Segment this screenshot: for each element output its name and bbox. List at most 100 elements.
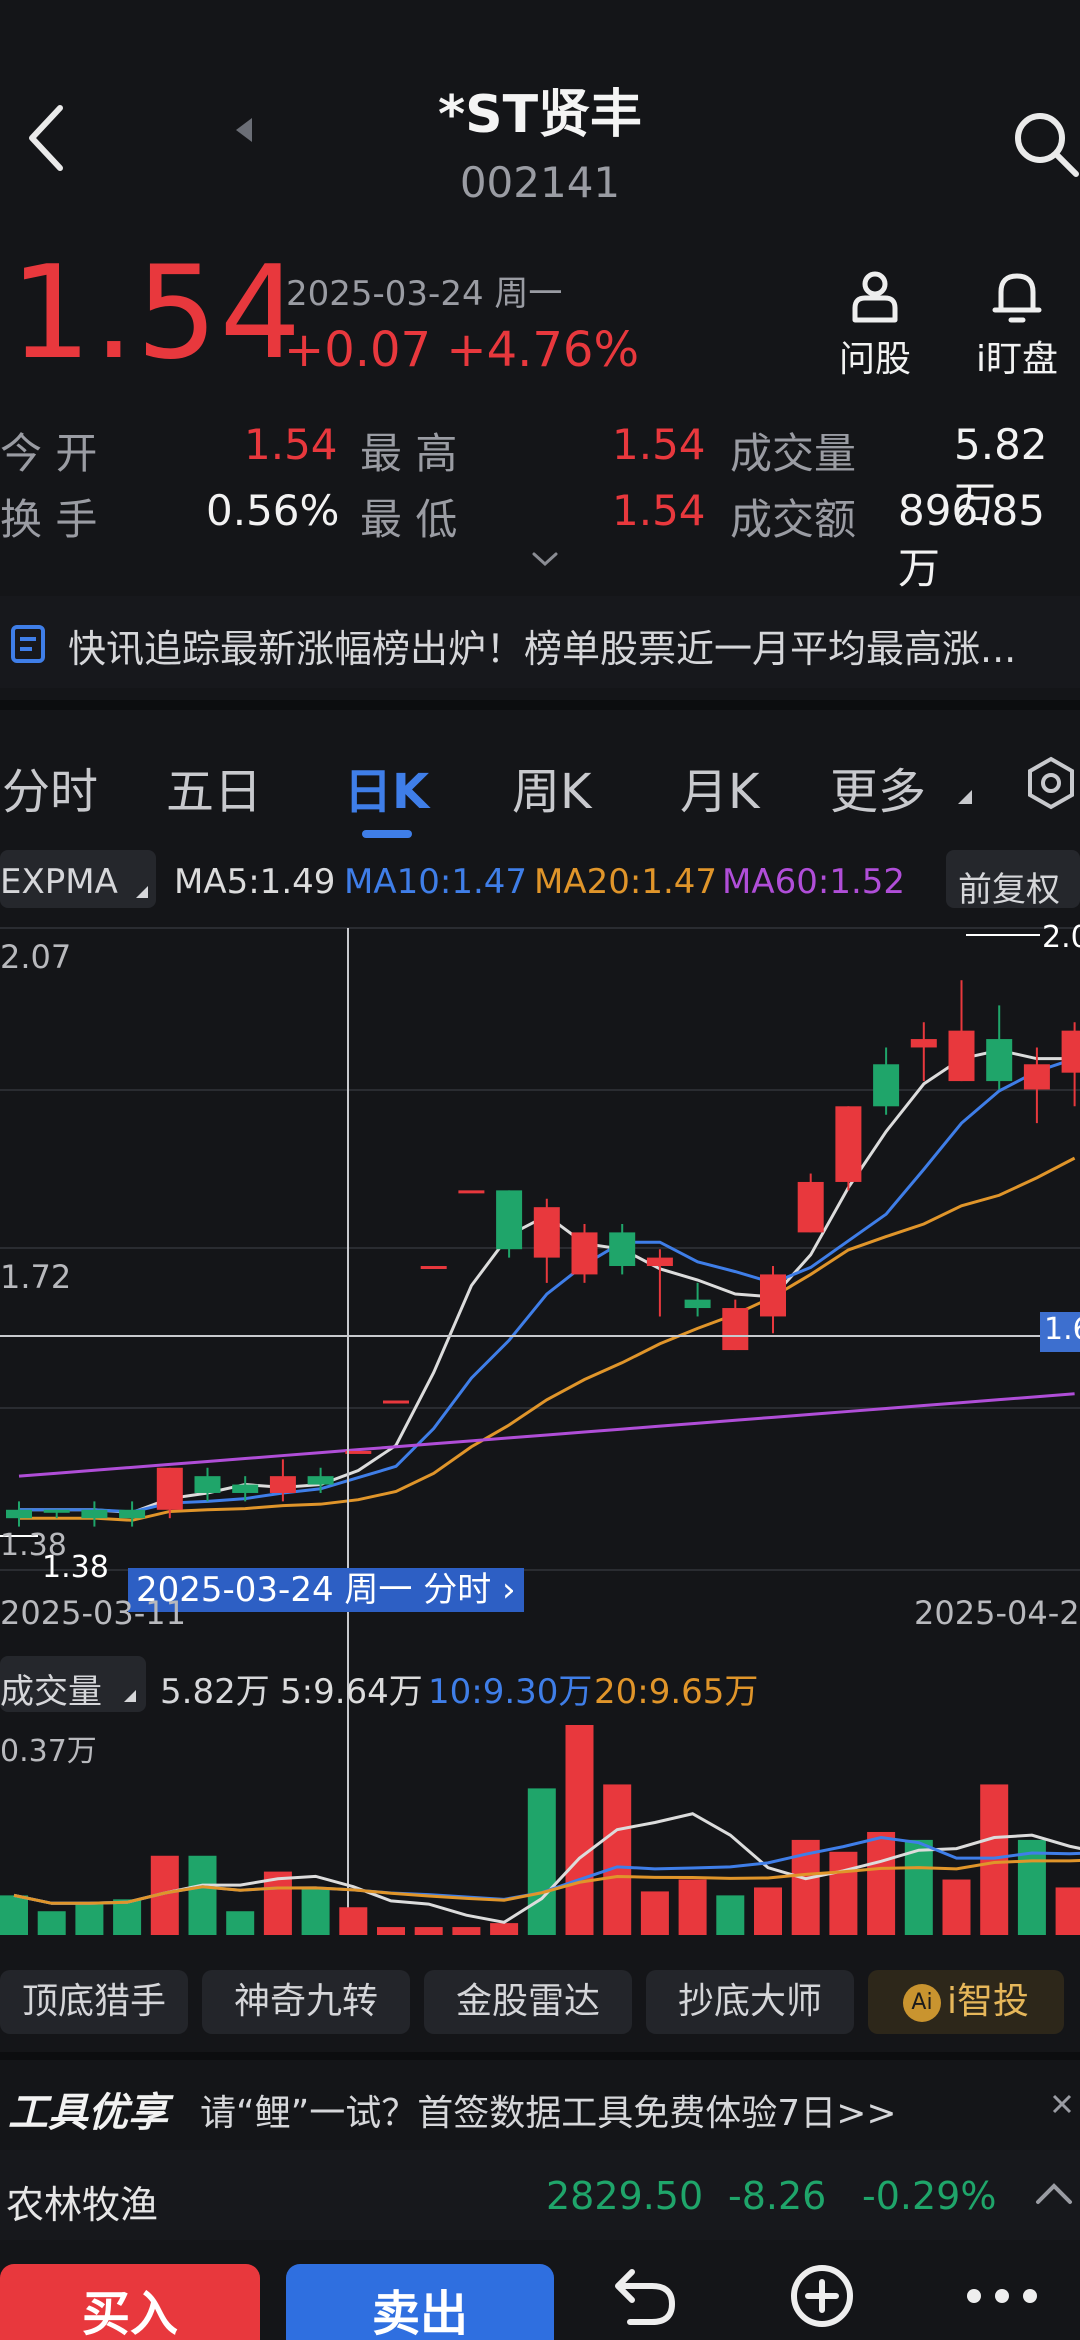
expand-stats-button[interactable] (530, 544, 560, 574)
sector-percent: -0.29% (862, 2174, 997, 2218)
volume-current: 5.82万 (160, 1672, 270, 1712)
sell-button[interactable]: 卖出 (286, 2264, 554, 2340)
volume-bar (414, 1927, 443, 1935)
more-icon[interactable] (962, 2286, 1042, 2306)
ma5-value: MA5:1.49 (174, 862, 336, 902)
adjust-label: 前复权 (958, 870, 1060, 910)
candle-body (533, 1207, 560, 1258)
candle-body (609, 1232, 636, 1267)
ai-invest-label: i智投 (946, 1981, 1029, 2022)
low-marker: 1.38 (42, 1550, 109, 1585)
chevron-up-icon[interactable] (1034, 2178, 1074, 2208)
volume-bar (904, 1839, 933, 1935)
x-axis-start: 2025-03-11 (0, 1594, 186, 1632)
y-axis-bottom: 1.38 (0, 1528, 67, 1563)
crosshair-date-label[interactable]: 2025-03-24 周一 分时 › (128, 1568, 524, 1612)
settings-icon[interactable] (1024, 756, 1078, 810)
candle-body (345, 1450, 372, 1454)
volume-bar (188, 1855, 217, 1935)
candle-body (571, 1232, 598, 1275)
back-button[interactable] (22, 98, 72, 178)
high-label: 最 高 (360, 429, 458, 478)
tab-more[interactable]: 更多 (830, 764, 927, 820)
tool-top-bottom-hunter[interactable]: 顶底猎手 (0, 1970, 188, 2034)
candle-body (910, 1039, 937, 1048)
crosshair-price: 1.6 (1040, 1312, 1080, 1352)
caret-icon (136, 886, 148, 898)
indicator-selector[interactable] (0, 850, 156, 908)
ma60-value: MA60:1.52 (722, 862, 906, 902)
promo-text[interactable]: 请“鲤”一试？首签数据工具免费体验7日>> (200, 2093, 897, 2134)
undo-icon[interactable] (610, 2262, 680, 2328)
bell-icon (992, 273, 1042, 323)
active-tab-indicator (362, 830, 412, 838)
tab-five-day[interactable]: 五日 (166, 764, 263, 820)
tool-magic-nine[interactable]: 神奇九转 (202, 1970, 410, 2034)
candle-body (6, 1509, 32, 1519)
chevron-right-icon: › (491, 1570, 516, 1610)
price-change: +0.07 +4.76% (284, 322, 639, 378)
volume-selector[interactable] (0, 1656, 146, 1712)
indicator-name: EXPMA (0, 862, 118, 902)
quote-date: 2025-03-24 周一 (286, 274, 563, 314)
volume-ma20: 20:9.65万 (594, 1672, 759, 1712)
news-ticker[interactable] (0, 596, 1080, 688)
prev-stock-arrow-icon[interactable] (236, 118, 252, 142)
close-icon[interactable] (1050, 2092, 1074, 2116)
low-label: 最 低 (360, 495, 458, 544)
search-button[interactable] (1006, 104, 1080, 178)
volume-bar (301, 1887, 330, 1935)
x-axis-end: 2025-04-2 (914, 1594, 1080, 1632)
news-icon (11, 625, 45, 663)
volume-max-label: 0.37万 (0, 1734, 97, 1769)
tool-gold-radar[interactable]: 金股雷达 (424, 1970, 632, 2034)
turnover-value: 0.56% (206, 486, 340, 535)
adjust-selector[interactable] (946, 850, 1080, 908)
volume-bar (226, 1911, 255, 1935)
volume-bar (716, 1895, 745, 1935)
ma10-line (19, 1057, 1076, 1514)
volume-bar (867, 1831, 896, 1935)
ma10-value: MA10:1.47 (344, 862, 528, 902)
candle-body (797, 1181, 824, 1233)
volume-bar (565, 1725, 594, 1935)
add-icon[interactable] (788, 2262, 856, 2330)
sector-bar[interactable] (0, 2150, 1080, 2240)
tool-bottom-master[interactable]: 抄底大师 (646, 1970, 854, 2034)
candle-body (835, 1106, 862, 1182)
volume-bar (678, 1879, 707, 1935)
current-price: 1.54 (10, 239, 303, 388)
tab-daily-k[interactable]: 日K (344, 764, 430, 820)
volume-label: 成交量 (0, 1672, 102, 1712)
stock-code: 002141 (459, 158, 621, 207)
volume-bar (377, 1927, 405, 1935)
amount-label: 成交额 (730, 495, 857, 544)
candle-body (1023, 1064, 1050, 1090)
tab-weekly-k[interactable]: 周K (512, 764, 592, 820)
volume-ma5: 5:9.64万 (280, 1672, 423, 1712)
volume-bar (829, 1851, 858, 1935)
watch-button[interactable]: i盯盘 (962, 262, 1072, 382)
volume-bar (980, 1784, 1009, 1935)
ai-badge-icon: Ai (902, 1984, 941, 2022)
volume-bar (263, 1871, 292, 1935)
kline-chart[interactable] (0, 920, 1080, 1944)
ask-stock-button[interactable]: 问股 (820, 262, 930, 382)
candle-body (43, 1509, 70, 1513)
candle-body (232, 1484, 259, 1493)
person-icon (852, 271, 898, 323)
buy-button[interactable]: 买入 (0, 2264, 260, 2340)
candle-body (873, 1064, 900, 1107)
tool-ai-invest[interactable]: Ai i智投 (868, 1970, 1064, 2034)
ma20-value: MA20:1.47 (534, 862, 718, 902)
candle-body (948, 1030, 975, 1082)
turnover-label: 换 手 (0, 495, 98, 544)
candle-body (646, 1257, 673, 1267)
tab-monthly-k[interactable]: 月K (680, 764, 760, 820)
change-value: +0.07 (284, 322, 432, 378)
ma20-line (19, 1156, 1076, 1522)
candle-body (496, 1190, 523, 1250)
volume-bar (1055, 1887, 1080, 1935)
volume-ma20-line (13, 1859, 1080, 1905)
tab-intraday[interactable]: 分时 (2, 764, 99, 820)
